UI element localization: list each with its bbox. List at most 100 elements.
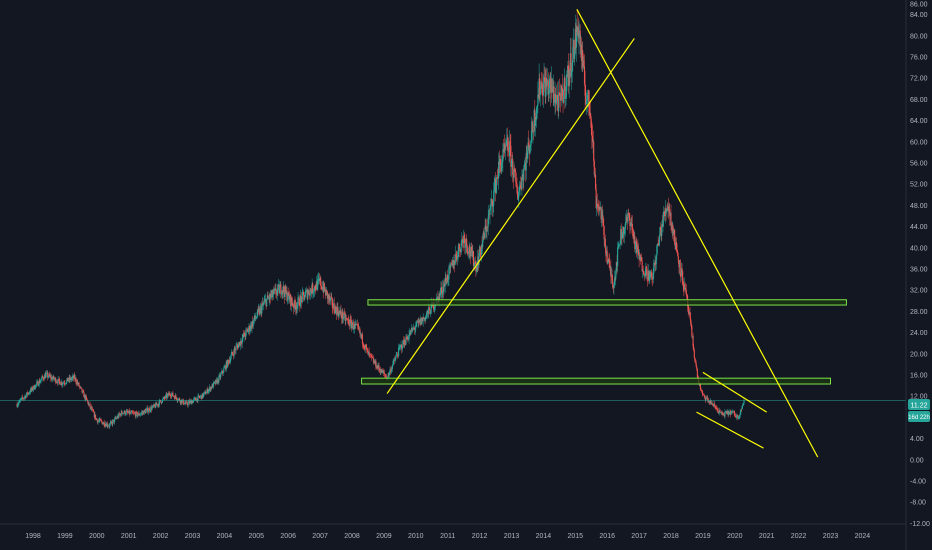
candle-body: [329, 295, 331, 301]
candle-body: [733, 411, 735, 413]
candle-body: [573, 39, 575, 59]
candle-body: [315, 288, 317, 290]
candle-body: [671, 224, 673, 230]
candle-body: [79, 386, 81, 388]
candle-body: [311, 283, 313, 294]
candle-body: [356, 324, 359, 325]
trendline[interactable]: [702, 371, 768, 413]
candle-body: [302, 291, 304, 293]
candle-body: [675, 242, 677, 250]
trendline[interactable]: [696, 411, 764, 449]
candle-body: [274, 288, 276, 291]
candle-body: [508, 148, 510, 157]
candle-body: [265, 299, 267, 307]
candle-body: [716, 408, 718, 410]
candle-body: [206, 388, 208, 392]
candle-body: [717, 410, 719, 413]
candle-body: [36, 381, 38, 383]
candle-body: [339, 311, 341, 313]
candle-body: [673, 229, 675, 234]
candle-body: [534, 117, 536, 126]
candle-body: [469, 253, 471, 257]
candle-body: [204, 391, 206, 393]
candle-body: [710, 400, 712, 405]
candle-body: [718, 412, 720, 414]
time-tick-label: 2008: [344, 533, 360, 540]
support-zone[interactable]: [367, 299, 847, 306]
candle-body: [724, 411, 726, 417]
candle-body: [624, 227, 626, 230]
candle-body: [448, 265, 451, 268]
candle-body: [618, 245, 621, 247]
candle-body: [396, 354, 398, 356]
candle-body: [87, 400, 89, 402]
candle-body: [389, 369, 391, 373]
candle-body: [282, 286, 284, 293]
candle-body: [193, 398, 195, 399]
price-tick-label: 56.00: [910, 161, 928, 168]
trendline[interactable]: [576, 9, 819, 458]
candle-body: [658, 244, 660, 246]
candle-body: [126, 410, 128, 412]
candle-body: [76, 381, 78, 384]
candle-body: [130, 411, 132, 414]
candle-body: [385, 376, 387, 378]
candle-body: [644, 274, 646, 276]
candle-body: [140, 413, 142, 415]
candle-body: [626, 217, 628, 220]
candle-body: [96, 420, 98, 423]
candle-body: [176, 397, 178, 400]
candle-body: [104, 425, 106, 427]
candle-body: [445, 281, 448, 284]
candle-body: [674, 229, 676, 245]
candle-body: [82, 390, 84, 392]
candle-body: [309, 289, 311, 296]
candle-body: [280, 294, 283, 295]
candle-body: [142, 411, 144, 415]
candle-body: [524, 162, 526, 166]
candle-body: [324, 289, 326, 291]
support-zone[interactable]: [361, 377, 831, 385]
candle-body: [467, 251, 469, 254]
candle-body: [235, 346, 237, 351]
candle-body: [141, 412, 143, 414]
candle-body: [236, 345, 238, 347]
candle-body: [734, 412, 736, 417]
candle-body: [114, 418, 116, 423]
candle-body: [275, 288, 277, 295]
candle-body: [441, 293, 443, 295]
candle-body: [170, 396, 172, 397]
candle-body: [602, 218, 605, 227]
candle-body: [272, 294, 274, 297]
candle-body: [737, 415, 739, 419]
candle-body: [390, 369, 392, 373]
candle-body: [361, 334, 363, 337]
candle-body: [306, 289, 308, 299]
candle-body: [515, 171, 517, 183]
candle-body: [272, 289, 275, 295]
candle-body: [415, 326, 417, 329]
candle-body: [530, 141, 532, 146]
candle-body: [126, 410, 129, 413]
candle-body: [239, 342, 241, 346]
candle-body: [243, 332, 245, 337]
candle-body: [599, 206, 601, 210]
candle-body: [689, 312, 691, 319]
trendline[interactable]: [386, 38, 635, 394]
candle-body: [58, 378, 60, 382]
candle-body: [145, 408, 148, 411]
candle-body: [731, 411, 733, 413]
time-axis[interactable]: 1998 1999 2000 2001 2002 2003 2004 2005 2006 2007…: [25, 533, 870, 540]
candle-body: [203, 392, 205, 394]
candle-body: [633, 231, 635, 239]
candle-body: [127, 412, 129, 413]
candle-body: [326, 291, 329, 299]
candle-body: [348, 320, 350, 325]
candle-body: [398, 347, 400, 356]
candle-body: [366, 348, 368, 350]
candle-body: [188, 401, 190, 404]
candle-body: [75, 377, 77, 383]
time-tick-label: 2021: [759, 533, 775, 540]
candle-body: [434, 305, 436, 309]
